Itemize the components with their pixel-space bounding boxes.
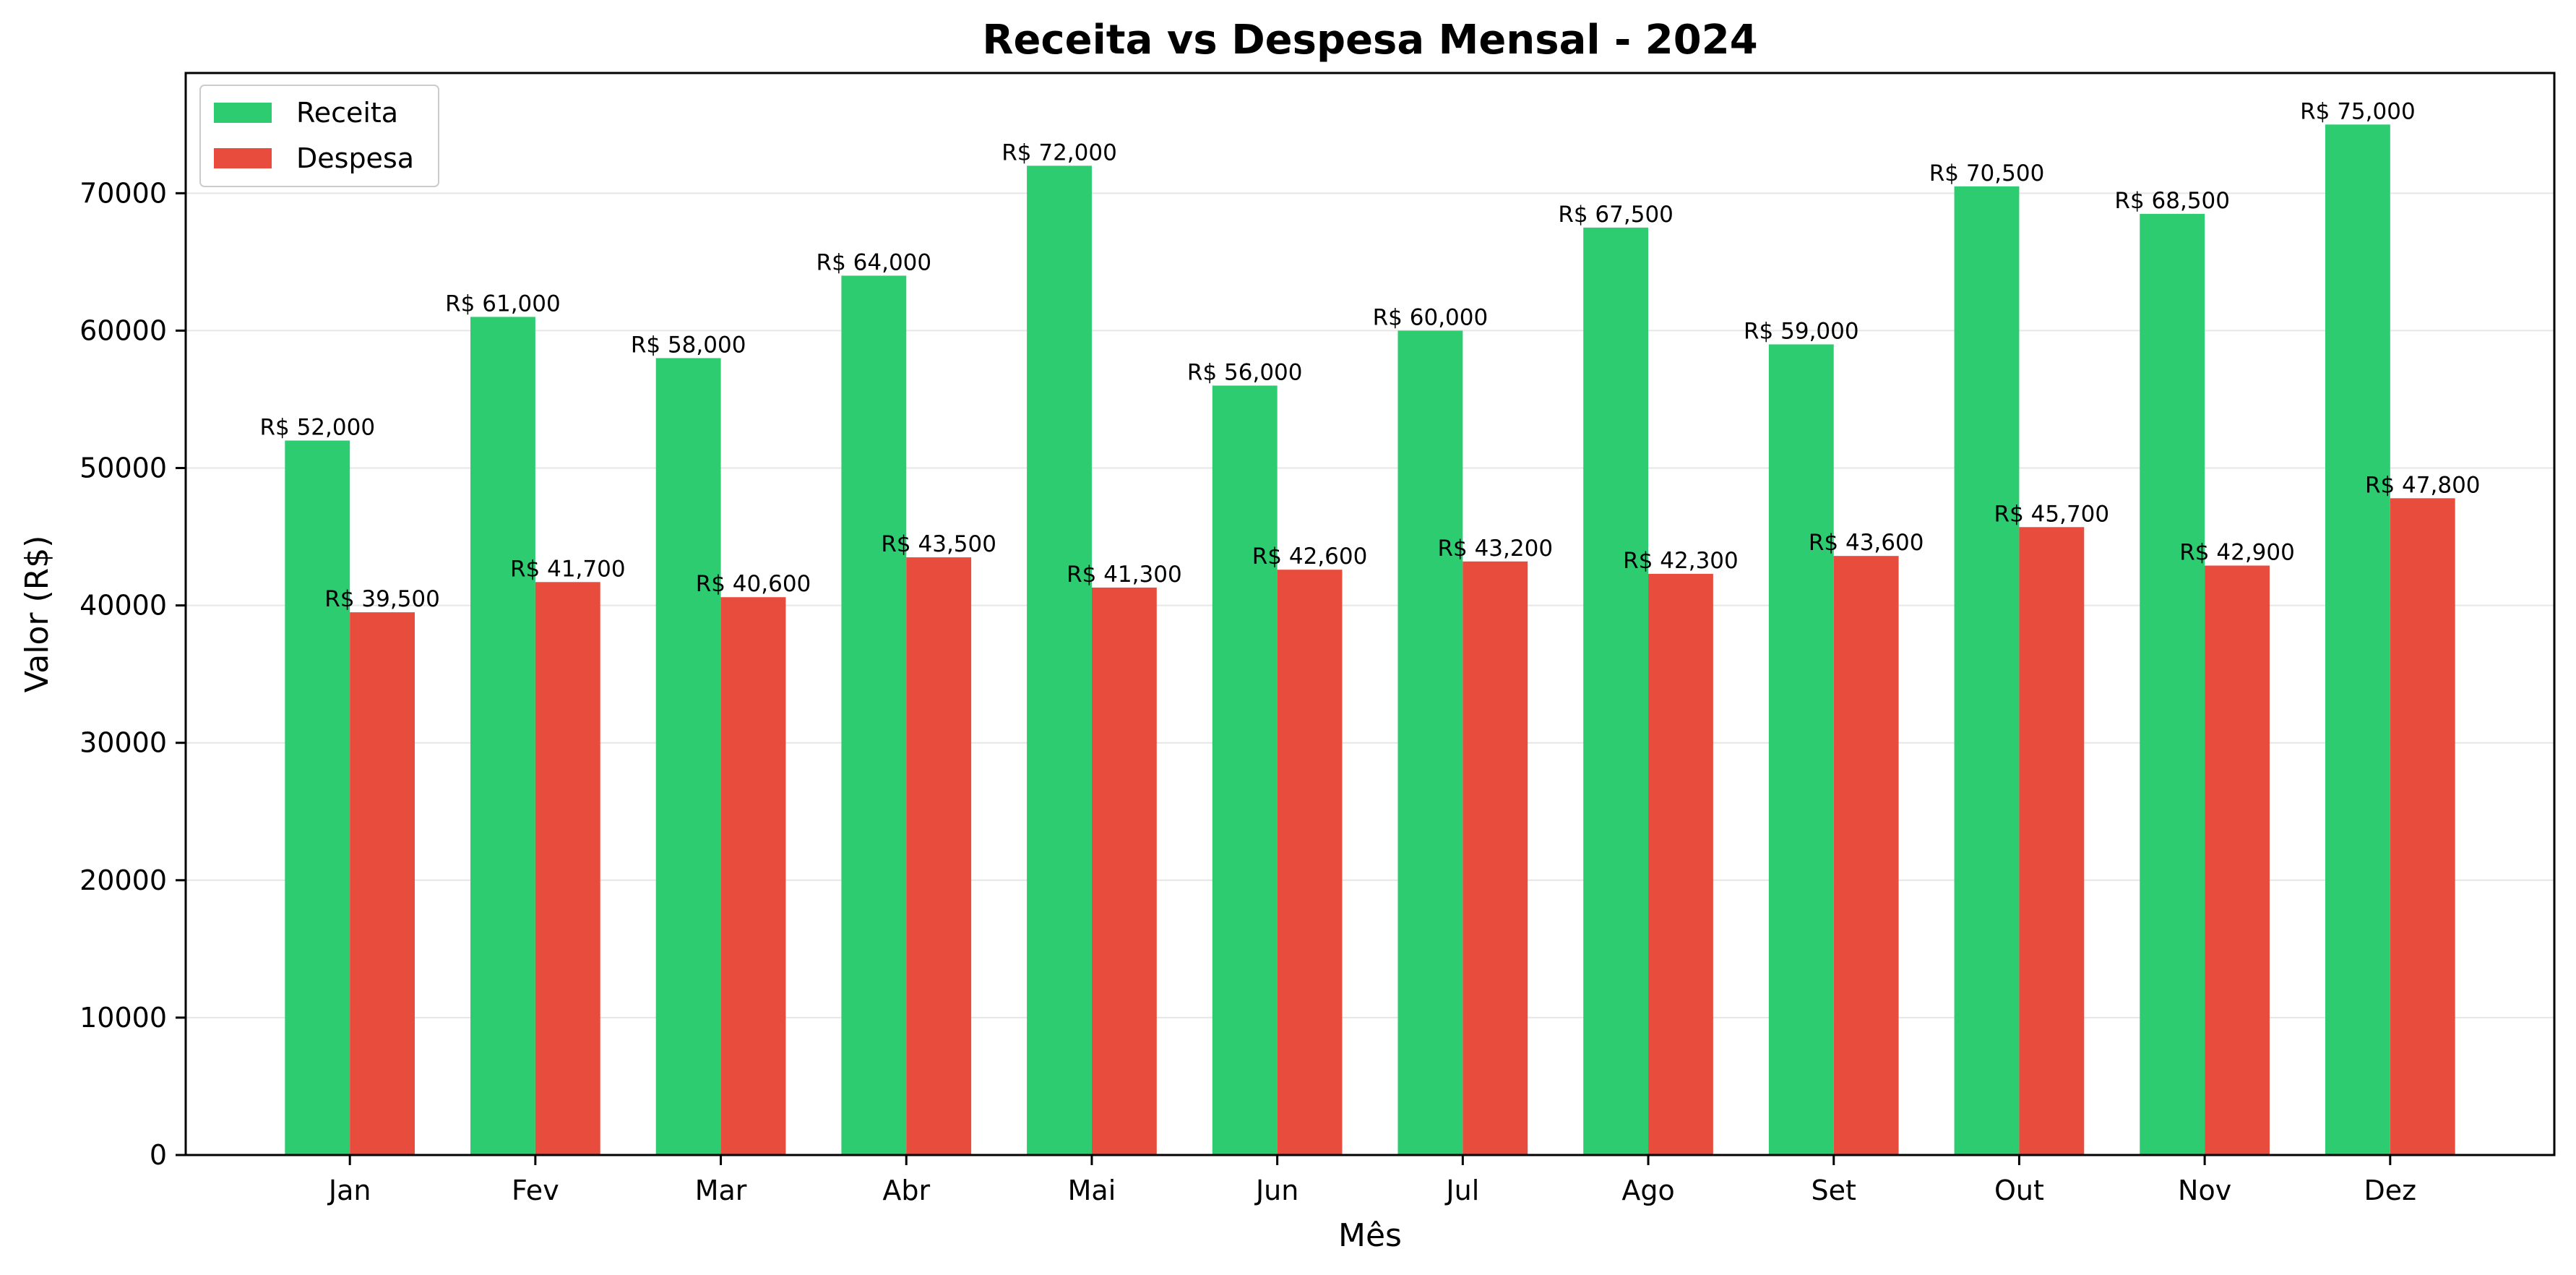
legend-label-receita: Receita [296,97,398,129]
bars [285,124,2455,1155]
x-tick-label: Out [1994,1175,2044,1206]
bar-despesa-jul [1463,561,1528,1155]
y-axis-ticks: 0 10000 20000 30000 40000 50000 60000 70000 [79,177,186,1171]
y-tick-label: 40000 [79,590,167,622]
data-label: R$ 47,800 [2365,472,2481,498]
bar-despesa-dez [2390,498,2455,1155]
y-tick-label: 0 [150,1139,167,1171]
x-tick-label: Jun [1254,1175,1298,1206]
data-label: R$ 68,500 [2114,188,2230,214]
data-label: R$ 45,700 [1994,501,2110,527]
data-label: R$ 75,000 [2300,98,2416,124]
data-label: R$ 72,000 [1001,139,1117,166]
x-tick-label: Jul [1444,1175,1479,1206]
data-label: R$ 39,500 [324,586,440,612]
data-label: R$ 42,900 [2179,539,2295,565]
data-label: R$ 59,000 [1744,318,1859,344]
bar-despesa-mar [720,597,786,1155]
x-axis-ticks: Jan Fev Mar Abr Mai Jun Jul Ago Set Out Nov Dez [327,1155,2416,1206]
data-label: R$ 60,000 [1373,304,1489,330]
bar-despesa-ago [1648,573,1713,1155]
y-tick-label: 10000 [79,1002,167,1034]
bar-receita-set [1768,344,1834,1155]
bar-despesa-nov [2205,565,2270,1155]
y-axis-label: Valor (R$) [19,536,56,693]
bar-receita-mai [1027,166,1092,1155]
data-label: R$ 58,000 [631,332,746,358]
data-label: R$ 52,000 [259,415,375,441]
bar-despesa-out [2019,527,2085,1155]
data-label: R$ 56,000 [1187,359,1303,385]
x-tick-label: Nov [2178,1175,2231,1206]
data-labels: R$ 52,000 R$ 61,000 R$ 58,000 R$ 64,000 R$ 7… [259,98,2480,612]
bar-receita-dez [2325,124,2390,1155]
data-label: R$ 61,000 [445,291,561,317]
bar-despesa-fev [535,582,600,1155]
data-label: R$ 43,200 [1437,536,1553,562]
data-label: R$ 42,600 [1252,544,1368,570]
x-tick-label: Jan [327,1175,371,1206]
data-label: R$ 40,600 [696,571,811,597]
y-tick-label: 70000 [79,177,167,209]
y-tick-label: 20000 [79,864,167,896]
legend: Receita Despesa [199,85,439,187]
x-tick-label: Fev [512,1175,559,1206]
bar-receita-fev [470,317,535,1155]
data-label: R$ 41,700 [510,556,626,582]
legend-label-despesa: Despesa [296,142,414,174]
bar-receita-jan [285,440,350,1155]
bar-receita-ago [1583,227,1649,1155]
x-tick-label: Ago [1621,1175,1674,1206]
data-label: R$ 67,500 [1558,202,1673,228]
y-tick-label: 50000 [79,452,167,484]
legend-swatch-despesa [214,148,272,168]
data-label: R$ 42,300 [1623,548,1739,574]
x-tick-label: Mar [695,1175,747,1206]
bar-despesa-jan [350,612,415,1155]
bar-receita-jun [1212,385,1278,1155]
data-label: R$ 43,500 [881,531,996,557]
data-label: R$ 70,500 [1929,160,2045,186]
x-tick-label: Dez [2364,1175,2417,1206]
y-tick-label: 30000 [79,727,167,759]
bar-despesa-abr [906,557,972,1155]
bar-despesa-jun [1277,570,1343,1155]
bar-receita-jul [1397,330,1463,1155]
x-tick-label: Abr [882,1175,930,1206]
data-label: R$ 43,600 [1809,530,1924,556]
chart-title: Receita vs Despesa Mensal - 2024 [982,17,1757,64]
legend-swatch-receita [214,103,272,123]
x-tick-label: Mai [1068,1175,1116,1206]
bar-receita-out [1954,186,2020,1155]
bar-despesa-set [1833,556,1899,1155]
data-label: R$ 41,300 [1067,562,1182,588]
data-label: R$ 64,000 [817,249,932,275]
bar-despesa-mai [1091,587,1157,1155]
bar-receita-nov [2140,213,2205,1155]
x-axis-label: Mês [1338,1217,1402,1254]
bar-receita-mar [655,358,721,1155]
x-tick-label: Set [1812,1175,1856,1206]
plot-frame [184,72,2556,1156]
y-tick-label: 60000 [79,314,167,346]
bar-receita-abr [841,275,907,1155]
